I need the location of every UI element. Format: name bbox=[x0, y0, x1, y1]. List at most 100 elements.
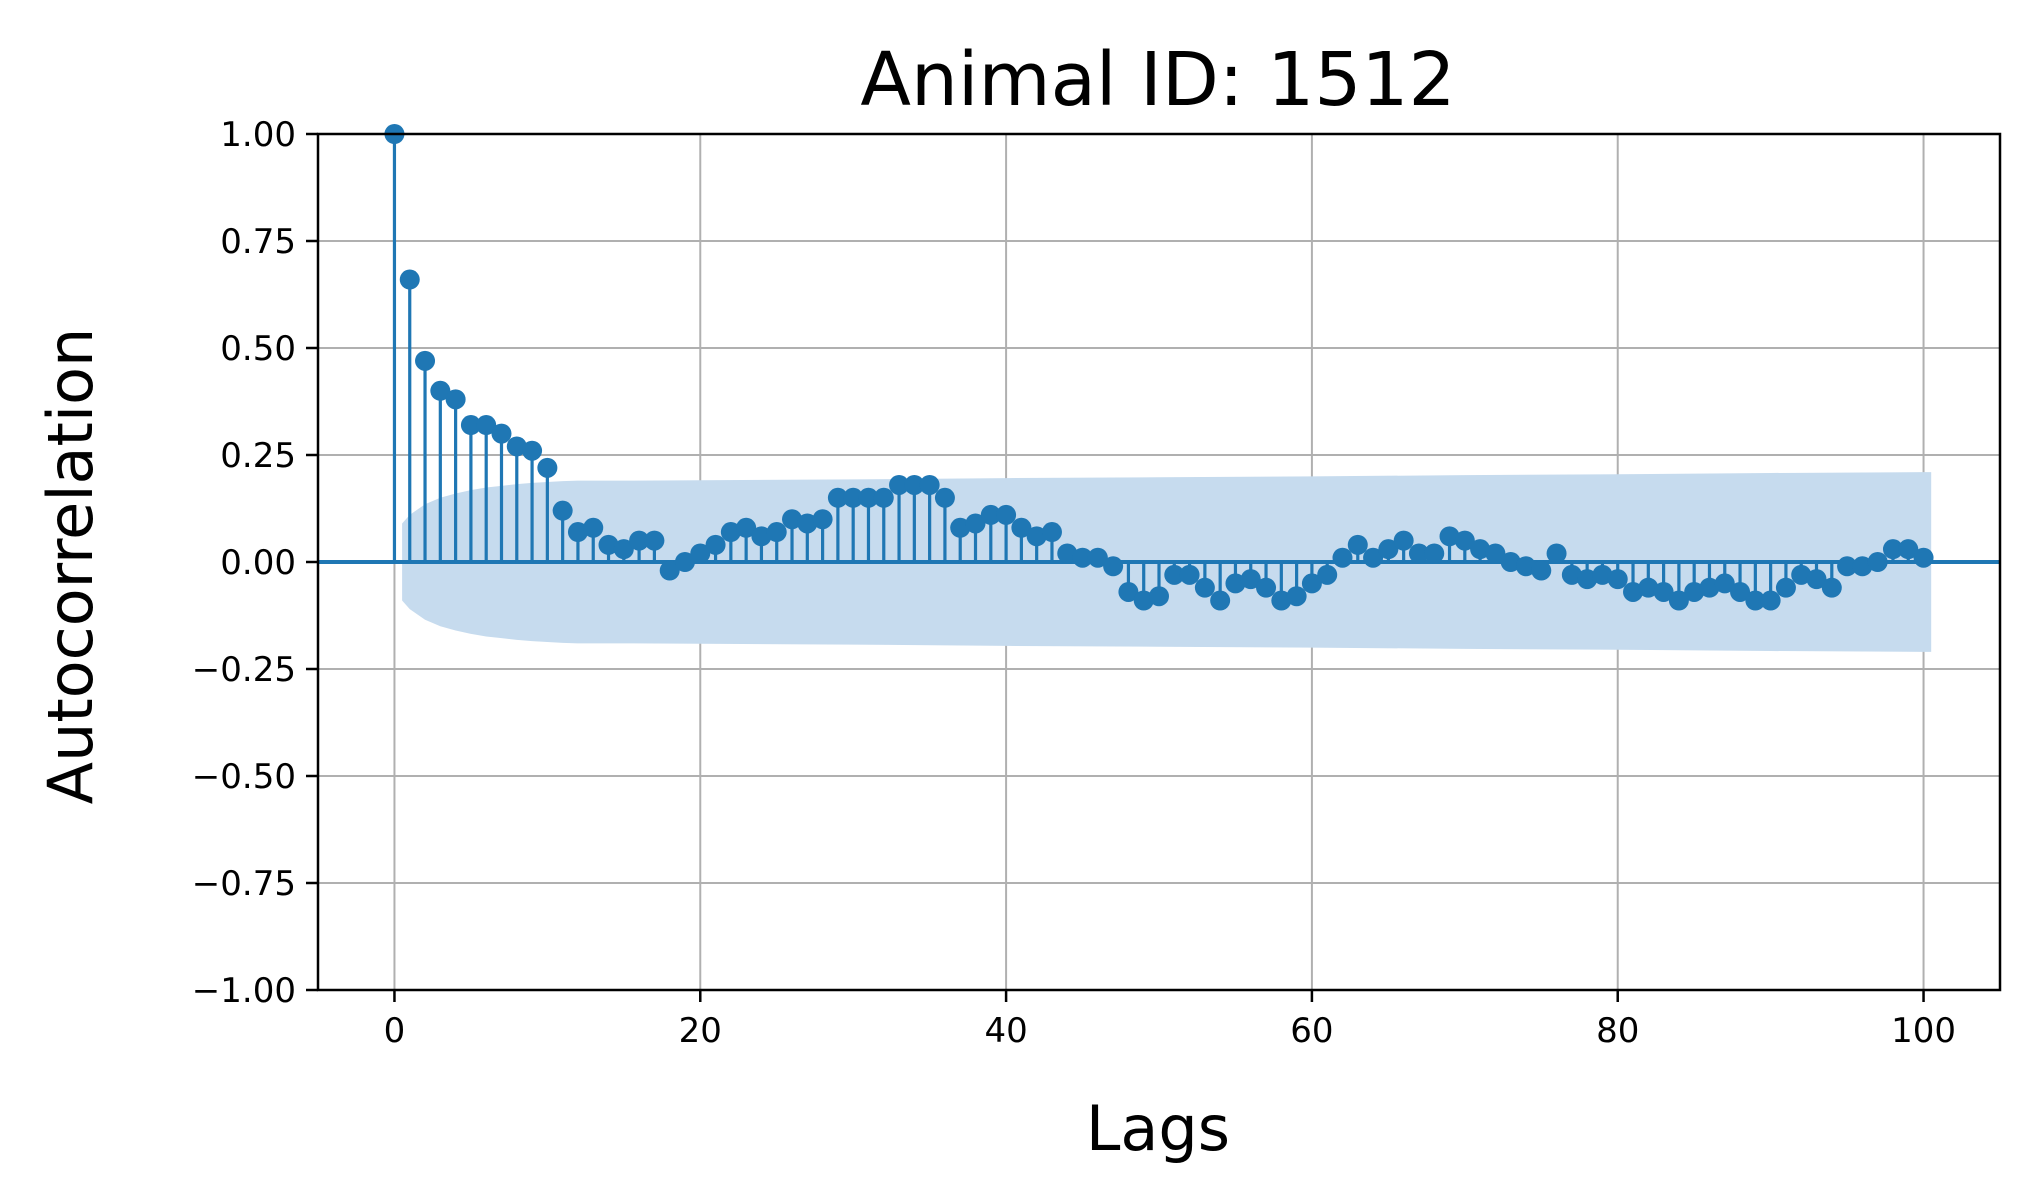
acf-point bbox=[934, 487, 955, 508]
acf-point bbox=[1271, 590, 1292, 611]
chart-title: Animal ID: 1512 bbox=[860, 37, 1455, 123]
acf-point bbox=[1791, 564, 1812, 585]
acf-point bbox=[1041, 522, 1062, 543]
acf-point bbox=[873, 487, 894, 508]
acf-point bbox=[1470, 539, 1491, 560]
y-tick-label: −1.00 bbox=[192, 971, 296, 1011]
y-tick-label: −0.75 bbox=[192, 864, 296, 904]
acf-point bbox=[1301, 573, 1322, 594]
acf-point bbox=[782, 509, 803, 530]
acf-point bbox=[1500, 552, 1521, 572]
acf-point bbox=[1882, 539, 1903, 560]
acf-point bbox=[1347, 534, 1368, 555]
acf-point bbox=[1623, 581, 1644, 602]
acf-point bbox=[1408, 543, 1429, 564]
acf-point bbox=[965, 513, 986, 534]
acf-point bbox=[766, 522, 787, 543]
y-tick-label: 0.25 bbox=[220, 436, 296, 476]
acf-point bbox=[613, 539, 634, 560]
acf-point bbox=[1256, 577, 1277, 598]
x-tick-label: 0 bbox=[384, 1011, 406, 1051]
acf-point bbox=[980, 504, 1001, 525]
acf-point bbox=[1317, 564, 1338, 585]
acf-point bbox=[1424, 543, 1445, 564]
acf-point bbox=[537, 457, 558, 478]
x-tick-label: 40 bbox=[984, 1011, 1027, 1051]
y-tick-label: 0.75 bbox=[220, 222, 296, 262]
acf-point bbox=[1057, 543, 1078, 564]
acf-point bbox=[1087, 547, 1108, 568]
acf-point bbox=[889, 474, 910, 495]
acf-point bbox=[690, 543, 711, 564]
acf-point bbox=[1363, 547, 1384, 568]
y-tick-label: −0.25 bbox=[192, 650, 296, 690]
acf-point bbox=[583, 517, 604, 538]
acf-point bbox=[1699, 577, 1720, 598]
acf-point bbox=[445, 389, 466, 410]
acf-point bbox=[1730, 581, 1751, 602]
acf-point bbox=[1577, 569, 1598, 590]
acf-point bbox=[659, 560, 680, 581]
acf-point bbox=[476, 415, 497, 436]
acf-point bbox=[843, 487, 864, 508]
acf-point bbox=[858, 487, 879, 508]
acf-point bbox=[1653, 581, 1674, 602]
acf-point bbox=[506, 436, 527, 457]
acf-point bbox=[1714, 573, 1735, 594]
acf-point bbox=[1515, 556, 1536, 577]
acf-point bbox=[827, 487, 848, 508]
acf-point bbox=[1775, 577, 1796, 598]
acf-point bbox=[598, 534, 619, 555]
acf-point bbox=[1103, 556, 1124, 577]
acf-point bbox=[919, 474, 940, 495]
acf-point bbox=[522, 440, 543, 461]
x-tick-label: 80 bbox=[1596, 1011, 1639, 1051]
acf-point bbox=[1072, 547, 1093, 568]
acf-point bbox=[460, 415, 481, 436]
acf-point bbox=[705, 534, 726, 555]
acf-point bbox=[1393, 530, 1414, 551]
acf-point bbox=[904, 474, 925, 495]
acf-point bbox=[797, 513, 818, 534]
acf-point bbox=[1913, 547, 1934, 568]
y-tick-label: 0.00 bbox=[220, 543, 296, 583]
acf-point bbox=[629, 530, 650, 551]
x-tick-label: 60 bbox=[1290, 1011, 1333, 1051]
acf-point bbox=[1668, 590, 1689, 611]
marker-layer bbox=[384, 124, 1934, 611]
acf-point bbox=[1607, 569, 1628, 590]
y-tick-label: 0.50 bbox=[220, 329, 296, 369]
acf-point bbox=[1011, 517, 1032, 538]
acf-point bbox=[1745, 590, 1766, 611]
acf-point bbox=[996, 504, 1017, 525]
acf-point bbox=[1133, 590, 1154, 611]
axis-layer: 0 20 40 60 80 100 1.00 0.75 0.50 0.25 0.00 −0.25 −0.… bbox=[192, 115, 2002, 1051]
acf-point bbox=[1210, 590, 1231, 611]
acf-point bbox=[1378, 539, 1399, 560]
acf-point bbox=[751, 526, 772, 547]
acf-point bbox=[1439, 526, 1460, 547]
acf-point bbox=[1852, 556, 1873, 577]
acf-point bbox=[720, 522, 741, 543]
acf-point bbox=[1867, 552, 1888, 572]
acf-point bbox=[950, 517, 971, 538]
acf-point bbox=[430, 380, 451, 401]
y-tick-label: −0.50 bbox=[192, 757, 296, 797]
acf-point bbox=[1286, 586, 1307, 607]
acf-point bbox=[1149, 586, 1169, 607]
acf-point bbox=[415, 350, 436, 371]
acf-point bbox=[1485, 543, 1506, 564]
acf-point bbox=[1837, 556, 1858, 577]
acf-point bbox=[491, 423, 512, 444]
acf-point bbox=[1561, 564, 1582, 585]
acf-point bbox=[1164, 564, 1185, 585]
x-tick-label: 20 bbox=[679, 1011, 722, 1051]
acf-point bbox=[552, 500, 573, 521]
acf-point bbox=[567, 522, 588, 543]
x-tick-label: 100 bbox=[1891, 1011, 1956, 1051]
acf-point bbox=[1225, 573, 1246, 594]
acf-point bbox=[674, 552, 695, 572]
acf-point bbox=[1546, 543, 1567, 564]
